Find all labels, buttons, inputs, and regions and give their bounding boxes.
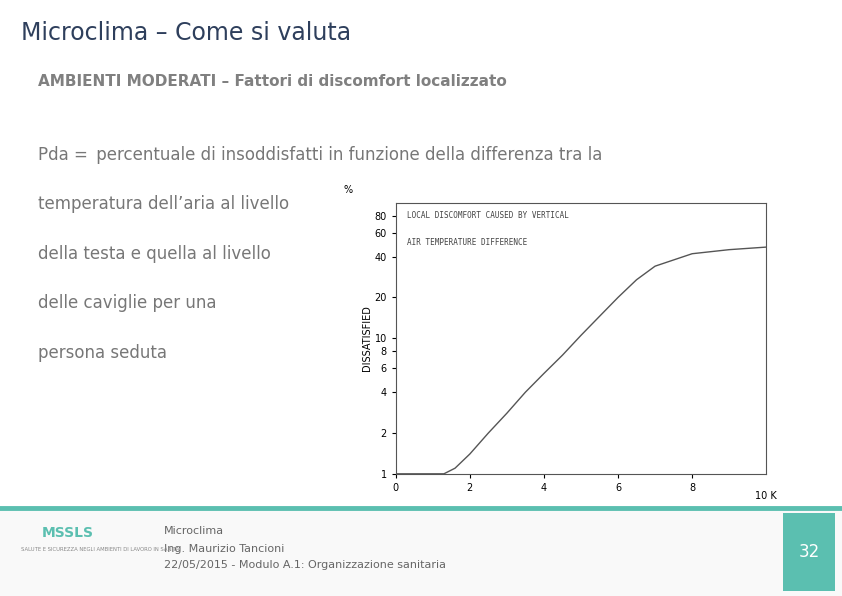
Text: 22/05/2015 - Modulo A.1: Organizzazione sanitaria: 22/05/2015 - Modulo A.1: Organizzazione … [164,560,446,570]
Text: AMBIENTI MODERATI – Fattori di discomfort localizzato: AMBIENTI MODERATI – Fattori di discomfor… [38,74,507,89]
Text: %: % [343,185,352,194]
Y-axis label: DISSATISFIED: DISSATISFIED [361,305,371,371]
Text: persona seduta: persona seduta [38,344,167,362]
Text: 10 K: 10 K [755,492,777,501]
Text: della testa e quella al livello: della testa e quella al livello [38,245,271,263]
Text: LOCAL DISCOMFORT CAUSED BY VERTICAL: LOCAL DISCOMFORT CAUSED BY VERTICAL [407,211,568,220]
Text: Pda =: Pda = [38,146,88,164]
Text: percentuale di insoddisfatti in funzione della differenza tra la: percentuale di insoddisfatti in funzione… [91,146,602,164]
Text: SALUTE E SICUREZZA NEGLI AMBIENTI DI LAVORO IN SANITÀ: SALUTE E SICUREZZA NEGLI AMBIENTI DI LAV… [21,547,179,552]
Text: Microclima – Come si valuta: Microclima – Come si valuta [21,21,351,45]
Text: 32: 32 [798,543,820,561]
Text: MSSLS: MSSLS [42,526,94,539]
Text: Ing. Maurizio Tancioni: Ing. Maurizio Tancioni [164,544,285,554]
Text: AIR TEMPERATURE DIFFERENCE: AIR TEMPERATURE DIFFERENCE [407,238,527,247]
Text: delle caviglie per una: delle caviglie per una [38,294,216,312]
Text: temperatura dell’aria al livello: temperatura dell’aria al livello [38,195,289,213]
Text: Microclima: Microclima [164,526,224,536]
